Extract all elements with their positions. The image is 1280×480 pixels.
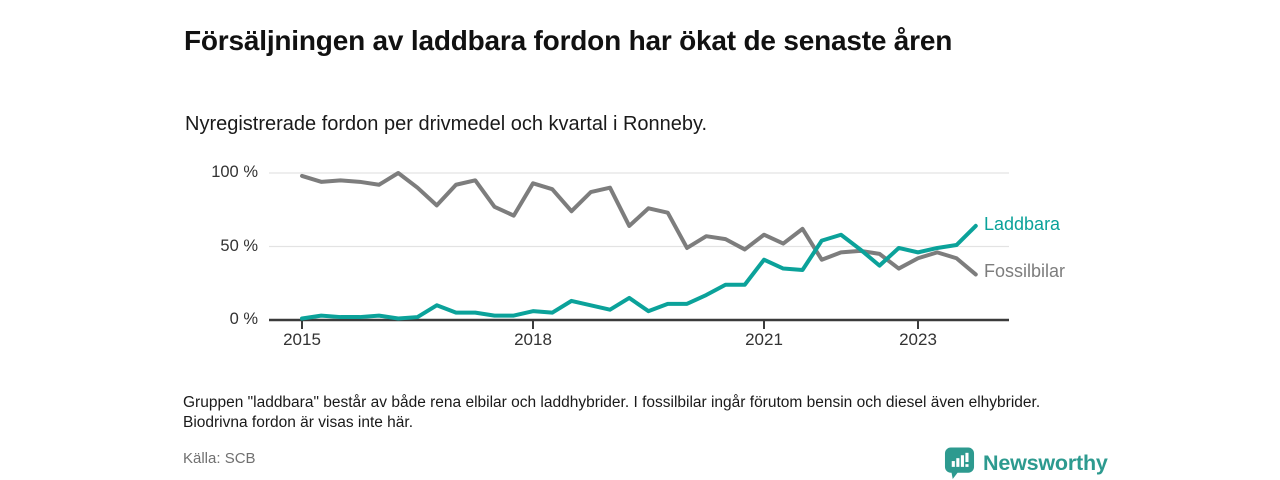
newsworthy-wordmark: Newsworthy [983,450,1108,475]
chart-footnote: Gruppen "laddbara" består av både rena e… [183,393,1041,432]
series-line-laddbara [300,223,978,321]
source-label: Källa: SCB [183,450,256,467]
x-tick-label: 2015 [283,330,321,349]
x-tick-label: 2021 [745,330,783,349]
x-tick-label: 2023 [899,330,937,349]
y-tick-label: 50 % [220,236,258,255]
page-title: Försäljningen av laddbara fordon har öka… [184,24,953,56]
y-tick-label: 100 % [211,163,258,181]
y-tick-label: 0 % [229,310,258,328]
series-label-fossilbilar: Fossilbilar [984,261,1066,281]
chart-subtitle: Nyregistrerade fordon per drivmedel och … [185,113,708,135]
x-tick-label: 2018 [514,330,552,349]
newsworthy-logo[interactable]: Newsworthy [944,446,1108,480]
bar-chart-pin-icon [944,447,975,479]
series-label-laddbara: Laddbara [984,214,1061,234]
